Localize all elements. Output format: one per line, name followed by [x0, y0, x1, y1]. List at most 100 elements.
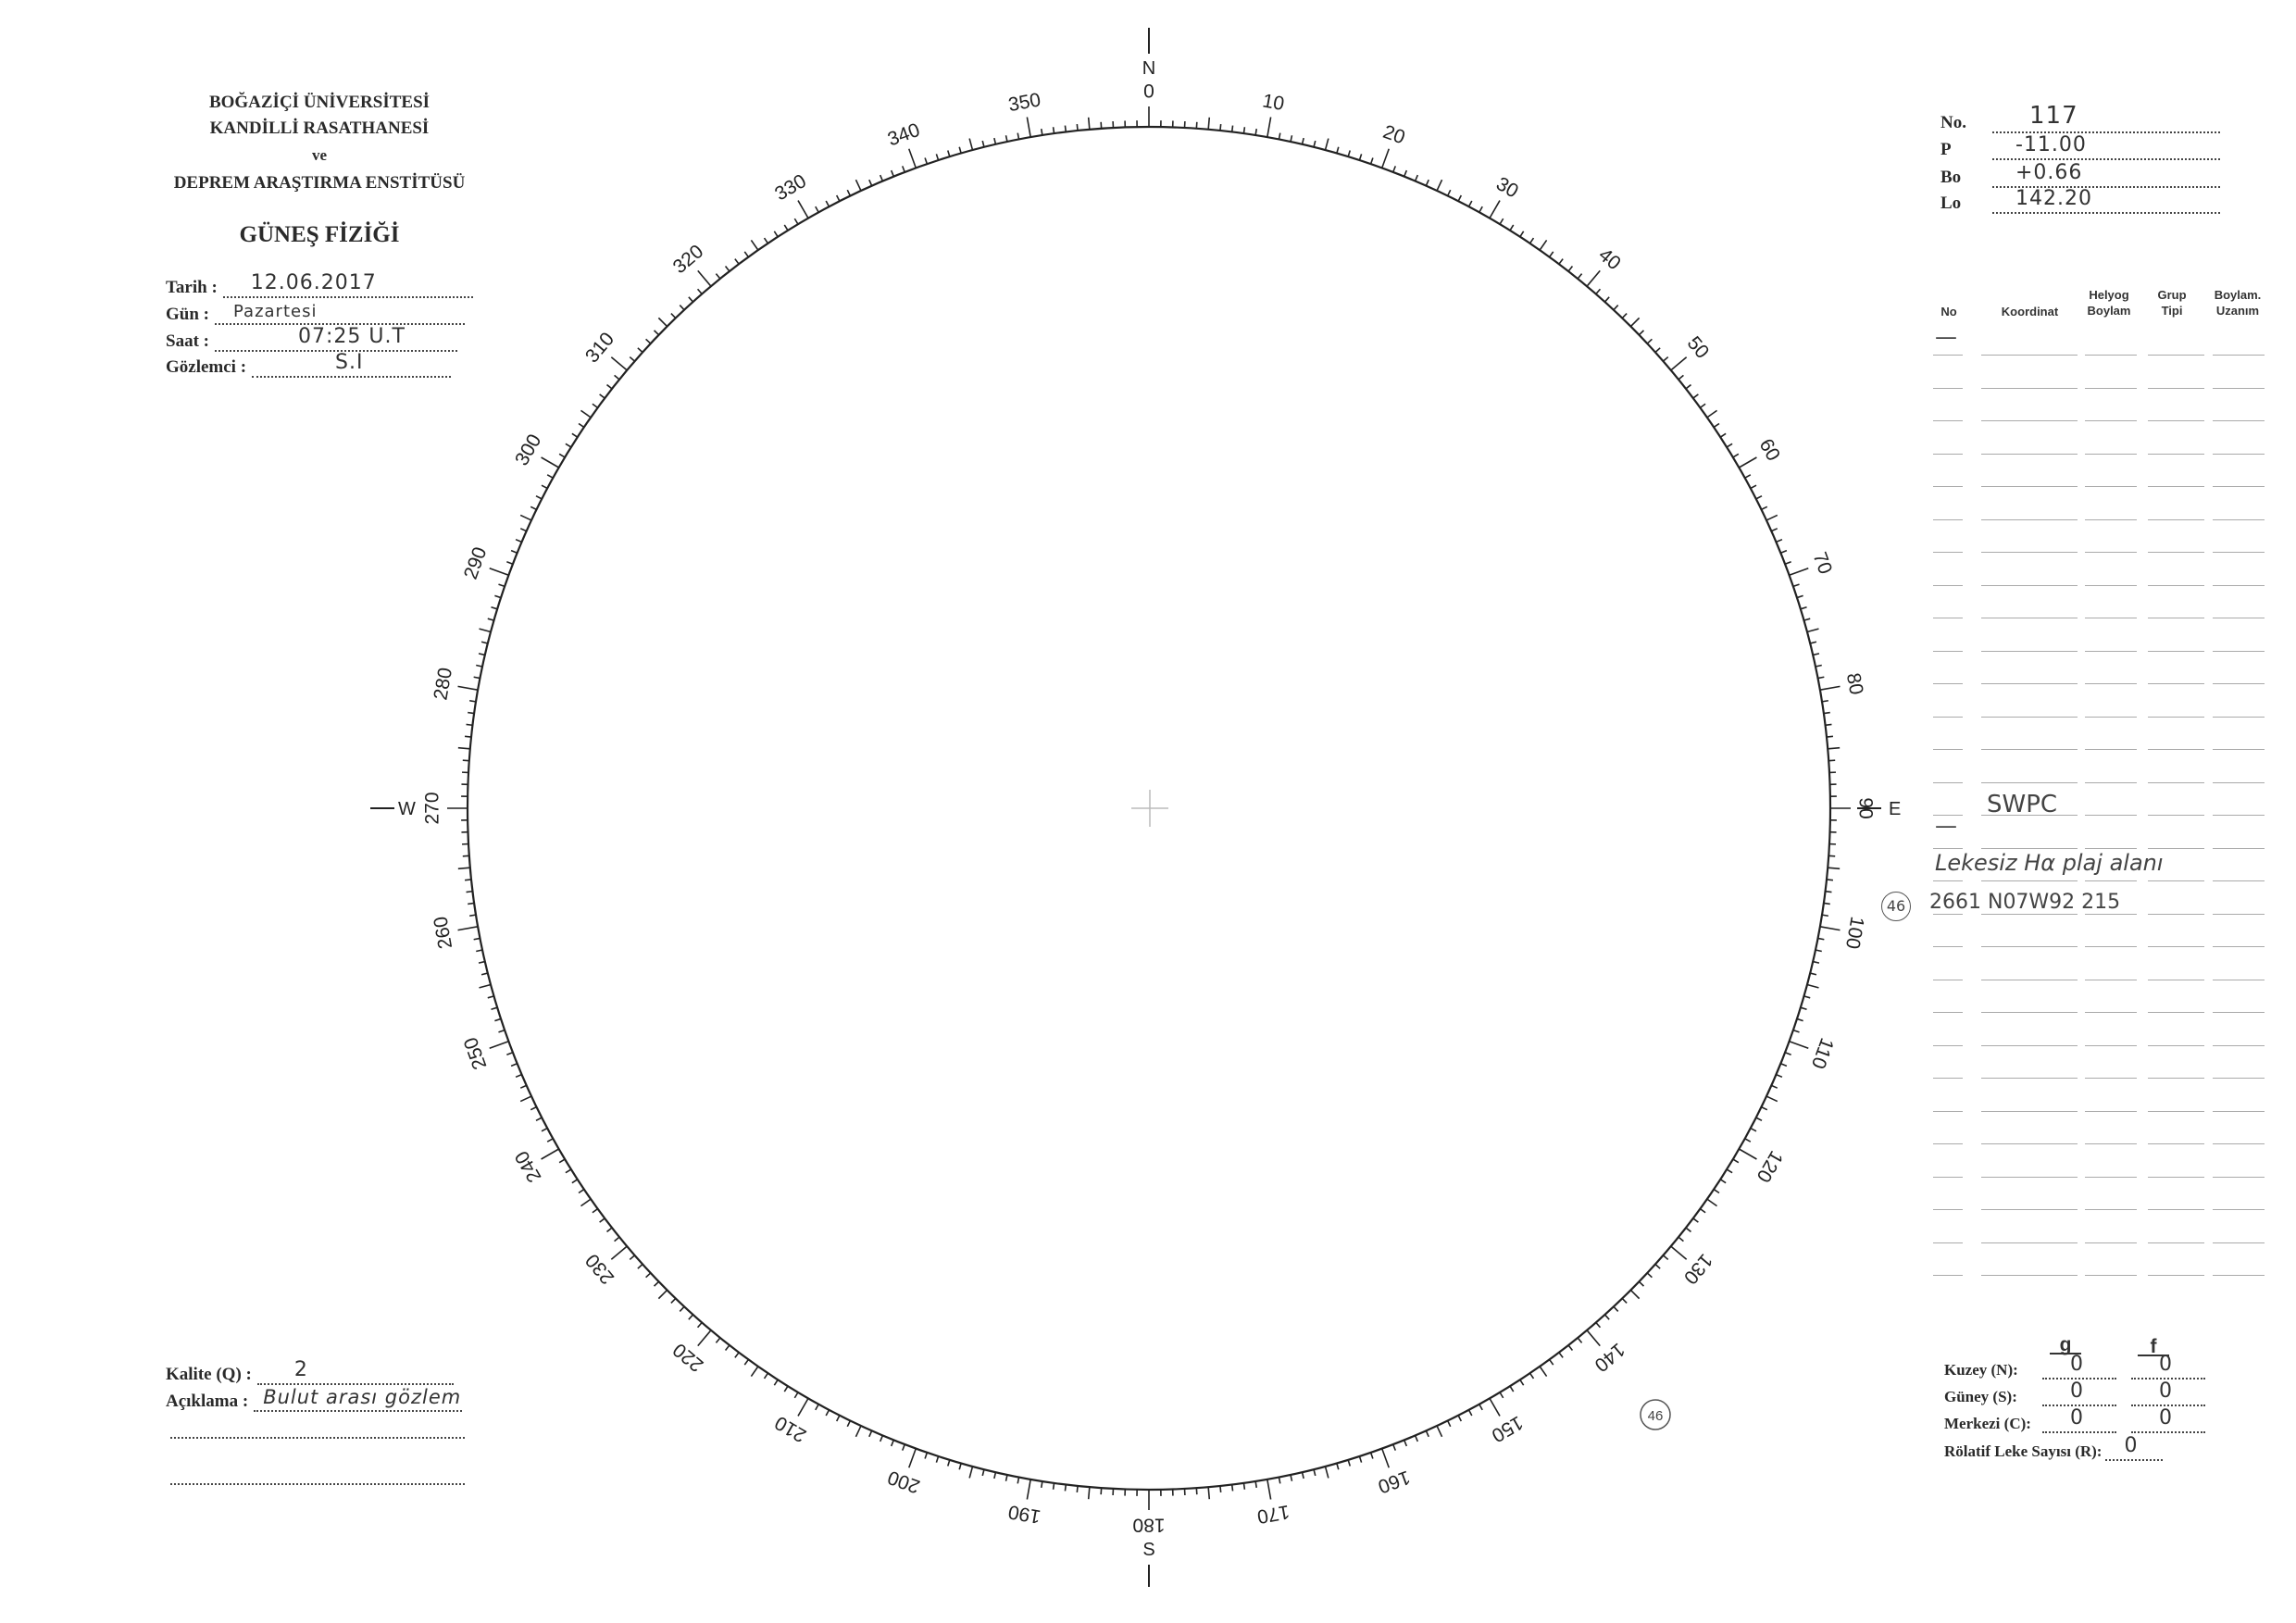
count-g-value: 0 — [2070, 1406, 2084, 1429]
degree-tick — [614, 1236, 620, 1242]
table-cell-line — [2213, 1078, 2265, 1079]
table-cell-line — [2148, 1143, 2204, 1144]
degree-tick — [846, 189, 852, 196]
count-row: Güney (S): 0 0 — [1944, 1380, 2205, 1406]
table-cell-line — [1981, 552, 2078, 553]
degree-label: 330 — [771, 170, 810, 205]
degree-tick — [1776, 538, 1783, 543]
table-cell-line — [2085, 387, 2137, 389]
degree-tick — [1457, 1415, 1463, 1422]
table-cell-line — [1933, 1110, 1963, 1112]
center-crosshair-icon — [1131, 790, 1168, 827]
degree-tick — [565, 443, 572, 448]
degree-tick — [541, 484, 548, 490]
date-label: Tarih : — [166, 278, 218, 297]
table-cell-line — [1981, 847, 2078, 849]
degree-tick — [1548, 251, 1554, 258]
degree-tick — [1828, 746, 1841, 750]
degree-tick — [606, 383, 613, 390]
degree-tick — [1290, 135, 1293, 143]
degree-tick — [606, 1227, 613, 1233]
degree-tick — [657, 1289, 668, 1300]
degree-label: 220 — [669, 1339, 708, 1376]
table-cell-line — [1981, 1012, 2078, 1013]
degree-tick — [688, 296, 694, 303]
degree-tick — [506, 1052, 514, 1056]
table-cell-line — [1981, 749, 2078, 750]
degree-tick — [679, 305, 685, 311]
first-row-no: — — [1935, 324, 1957, 350]
degree-tick — [1017, 132, 1020, 140]
degree-tick — [1771, 528, 1778, 532]
table-cell-line — [1981, 387, 2078, 389]
degree-tick — [1706, 1198, 1718, 1207]
degree-tick — [479, 628, 492, 633]
institution-line-1: BOĞAZİÇİ ÜNİVERSİTESİ — [208, 93, 430, 112]
degree-tick — [457, 685, 479, 691]
degree-tick — [466, 723, 473, 727]
degree-tick — [1558, 1352, 1564, 1358]
degree-tick — [1796, 1017, 1803, 1022]
degree-tick — [1347, 1459, 1351, 1467]
degree-label: 290 — [460, 544, 492, 582]
degree-tick — [1403, 1440, 1408, 1447]
degree-tick — [1678, 374, 1684, 381]
table-cell-line — [2148, 847, 2204, 849]
degree-tick — [541, 1148, 560, 1160]
degree-tick — [489, 1040, 509, 1050]
degree-tick — [1603, 296, 1610, 303]
degree-label: 100 — [1841, 915, 1868, 951]
degree-tick — [815, 206, 819, 213]
degree-tick — [1706, 409, 1718, 418]
degree-label: 310 — [581, 329, 618, 368]
table-cell-line — [2213, 749, 2265, 750]
degree-tick — [1539, 1366, 1548, 1378]
table-cell-line — [2213, 683, 2265, 684]
degree-tick — [645, 1272, 652, 1279]
degree-tick — [1489, 200, 1501, 219]
degree-tick — [1800, 606, 1807, 610]
degree-tick — [1436, 1425, 1443, 1438]
relative-label: Rölatif Leke Sayısı (R): — [1944, 1442, 2103, 1460]
degree-tick — [535, 494, 543, 500]
degree-tick — [1586, 1330, 1601, 1347]
degree-tick — [868, 179, 873, 186]
degree-tick — [1336, 146, 1340, 154]
degree-tick — [1784, 1052, 1791, 1056]
degree-tick — [1750, 1127, 1757, 1132]
degree-tick — [1479, 206, 1483, 213]
degree-tick — [478, 960, 486, 964]
table-cell-line — [2213, 552, 2265, 553]
observer-label: Gözlemci : — [166, 357, 247, 377]
note-swpc: SWPC — [1987, 791, 2058, 818]
table-cell-line — [2148, 387, 2204, 389]
degree-tick — [1812, 653, 1820, 656]
degree-tick — [1369, 157, 1374, 165]
time-field: Saat : 07:25 U.T — [166, 325, 457, 352]
degree-tick — [1087, 117, 1091, 130]
degree-tick — [1026, 117, 1031, 138]
degree-tick — [734, 258, 740, 265]
degree-tick — [614, 374, 620, 381]
date-value: 12.06.2017 — [250, 271, 377, 294]
table-cell-line — [2085, 815, 2137, 816]
table-cell-line — [2085, 420, 2137, 421]
note-plage: Lekesiz Hα plaj alanı — [1935, 850, 2164, 876]
table-cell-line — [2148, 650, 2204, 652]
degree-tick — [773, 1379, 779, 1386]
degree-tick — [1685, 383, 1691, 390]
degree-tick — [571, 1179, 579, 1184]
table-cell-line — [1981, 1044, 2078, 1046]
form-title: GÜNEŞ FİZİĞİ — [239, 222, 400, 247]
degree-tick — [469, 914, 477, 918]
table-cell-line — [2085, 486, 2137, 487]
date-field: Tarih : 12.06.2017 — [166, 271, 473, 298]
degree-tick — [1392, 1443, 1397, 1451]
degree-tick — [1713, 422, 1720, 429]
degree-label: 80 — [1842, 671, 1867, 696]
degree-tick — [1336, 1463, 1340, 1470]
degree-tick — [1678, 1236, 1684, 1242]
count-g-value: 0 — [2070, 1353, 2084, 1376]
table-cell-line — [2213, 387, 2265, 389]
